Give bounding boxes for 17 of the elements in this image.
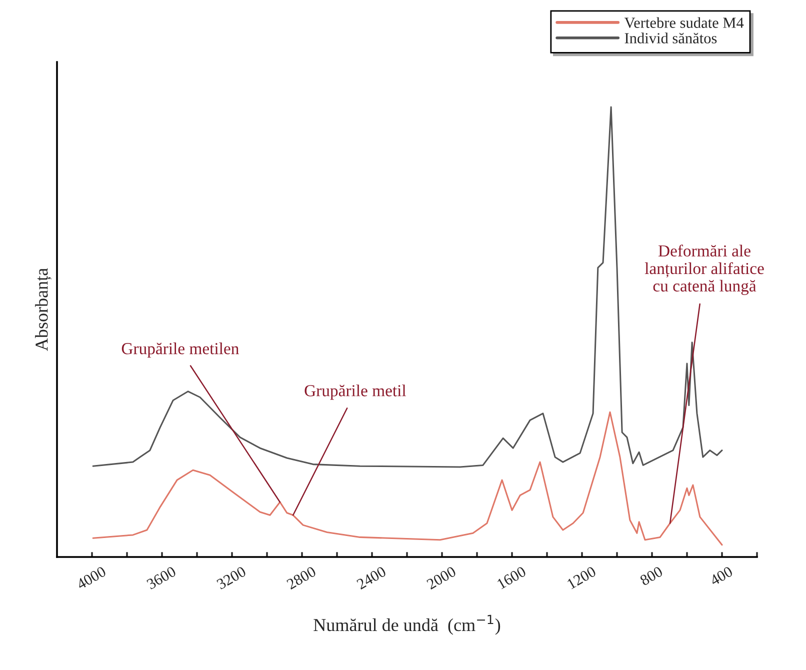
x-tick-label: 2400 (356, 566, 387, 590)
x-tick-label: 2000 (426, 566, 457, 590)
x-tick-label: 1600 (496, 566, 527, 590)
x-tick-label: 3600 (146, 566, 177, 590)
annotation: Grupările metil (304, 384, 406, 400)
y-axis-title: Absorbanța (35, 268, 52, 351)
x-tick-label: 800 (639, 566, 664, 586)
x-tick-label: 1200 (566, 566, 597, 590)
x-tick-label: 2800 (286, 566, 317, 590)
x-axis-title: Numărul de undă (cm$^{−1}$) (314, 614, 500, 635)
annotation: Deformări ale lanțurilor alifatice cu catenă lungă (644, 244, 764, 296)
annotation: Grupările metilen (122, 342, 239, 358)
x-tick-label: 400 (709, 566, 734, 586)
x-tick-label: 4000 (76, 566, 107, 590)
legend-label: Vertebre sudate M4 (624, 17, 744, 28)
x-tick-label: 3200 (216, 566, 247, 590)
legend-label: Individ sănătos (624, 32, 717, 44)
